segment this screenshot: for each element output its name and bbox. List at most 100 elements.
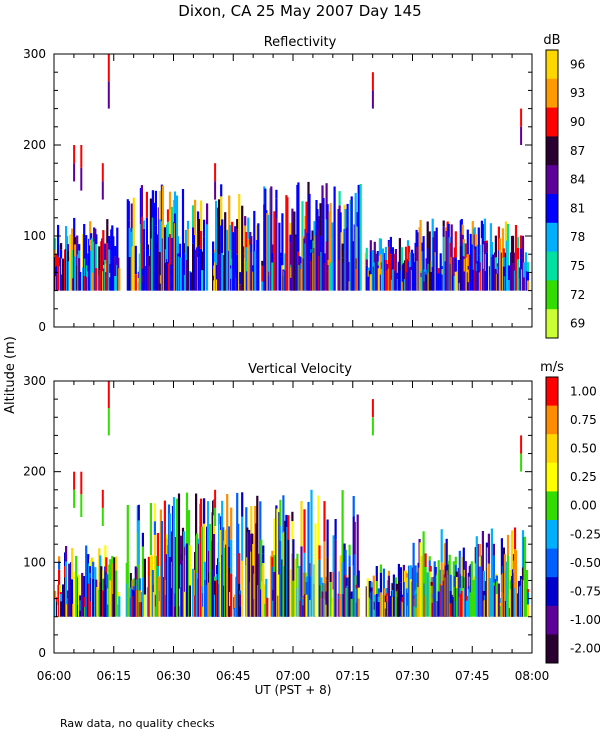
data-cell	[474, 234, 477, 247]
data-cell	[186, 246, 190, 291]
data-cell	[204, 580, 207, 617]
data-cell	[88, 238, 91, 253]
data-cell	[102, 230, 105, 272]
colorbar-label: 1.00	[570, 384, 597, 398]
data-cell	[104, 545, 107, 567]
data-cell	[405, 573, 409, 578]
data-cell	[443, 543, 446, 575]
data-cell	[75, 555, 78, 580]
data-cell	[83, 224, 86, 238]
data-cell	[275, 198, 278, 219]
data-cell	[172, 519, 176, 566]
data-cell	[341, 243, 344, 258]
data-spike	[371, 90, 374, 109]
data-cell	[334, 539, 337, 617]
data-cell	[200, 200, 203, 231]
data-cell	[228, 567, 231, 617]
data-cell	[57, 256, 60, 291]
data-cell	[406, 240, 410, 247]
data-cell	[275, 218, 278, 291]
data-cell	[344, 549, 347, 576]
data-cell	[377, 588, 380, 597]
data-cell	[62, 584, 65, 617]
data-cell	[429, 571, 432, 581]
data-spike	[520, 126, 523, 145]
data-cell	[228, 526, 231, 547]
data-cell	[526, 604, 530, 617]
data-cell	[281, 213, 284, 266]
data-cell	[483, 218, 486, 241]
data-cell	[91, 272, 94, 291]
data-cell	[118, 268, 121, 291]
data-cell	[522, 277, 526, 291]
data-cell	[74, 244, 77, 257]
data-cell	[239, 594, 242, 607]
data-cell	[526, 589, 530, 593]
colorbar-swatch	[546, 280, 558, 310]
data-spike	[520, 453, 523, 472]
data-cell	[329, 262, 332, 291]
data-cell	[449, 574, 452, 591]
data-cell	[195, 233, 198, 250]
data-cell	[433, 247, 436, 256]
data-cell	[469, 233, 472, 291]
data-cell	[203, 498, 206, 524]
data-cell	[115, 556, 118, 571]
data-cell	[430, 577, 433, 582]
data-cell	[105, 557, 108, 572]
data-cell	[478, 544, 481, 557]
data-cell	[239, 606, 242, 617]
data-spike	[371, 399, 374, 418]
data-cell	[300, 501, 303, 547]
data-cell	[357, 598, 360, 617]
data-cell	[65, 546, 68, 562]
data-cell	[323, 501, 326, 542]
data-cell	[132, 586, 135, 591]
x-tick-label: 07:15	[335, 669, 370, 683]
data-cell	[71, 548, 74, 580]
data-cell	[250, 244, 253, 253]
data-cell	[497, 226, 500, 251]
data-cell	[303, 552, 306, 573]
x-tick-label: 06:15	[96, 669, 131, 683]
data-cell	[329, 571, 332, 582]
data-cell	[92, 561, 95, 579]
data-cell	[516, 259, 520, 291]
data-cell	[522, 262, 526, 278]
data-cell	[270, 186, 273, 291]
data-cell	[526, 280, 530, 291]
data-cell	[250, 506, 253, 534]
data-cell	[60, 601, 63, 617]
data-cell	[352, 496, 355, 517]
data-cell	[172, 497, 176, 520]
data-cell	[60, 592, 63, 595]
data-cell	[79, 272, 82, 282]
data-cell	[60, 243, 63, 250]
data-cell	[104, 243, 107, 260]
data-cell	[247, 217, 250, 240]
data-cell	[415, 229, 418, 250]
data-cell	[507, 265, 511, 280]
x-tick-label: 07:00	[276, 669, 311, 683]
data-cell	[224, 529, 227, 548]
data-cell	[455, 571, 458, 577]
data-cell	[498, 268, 501, 291]
data-cell	[230, 507, 233, 540]
data-cell	[254, 251, 257, 291]
data-cell	[524, 252, 528, 266]
data-cell	[228, 547, 231, 568]
data-cell	[106, 243, 109, 291]
data-cell	[458, 550, 461, 597]
data-cell	[226, 571, 229, 617]
data-cell	[491, 254, 494, 291]
data-cell	[466, 229, 469, 255]
data-cell	[143, 594, 146, 617]
data-cell	[95, 234, 98, 244]
data-cell	[262, 545, 265, 554]
data-cell	[460, 575, 463, 591]
data-cell	[482, 570, 485, 591]
x-axis-label: UT (PST + 8)	[255, 683, 332, 697]
y-tick-label: 300	[23, 374, 46, 388]
data-cell	[128, 227, 131, 257]
data-cell	[145, 191, 148, 218]
